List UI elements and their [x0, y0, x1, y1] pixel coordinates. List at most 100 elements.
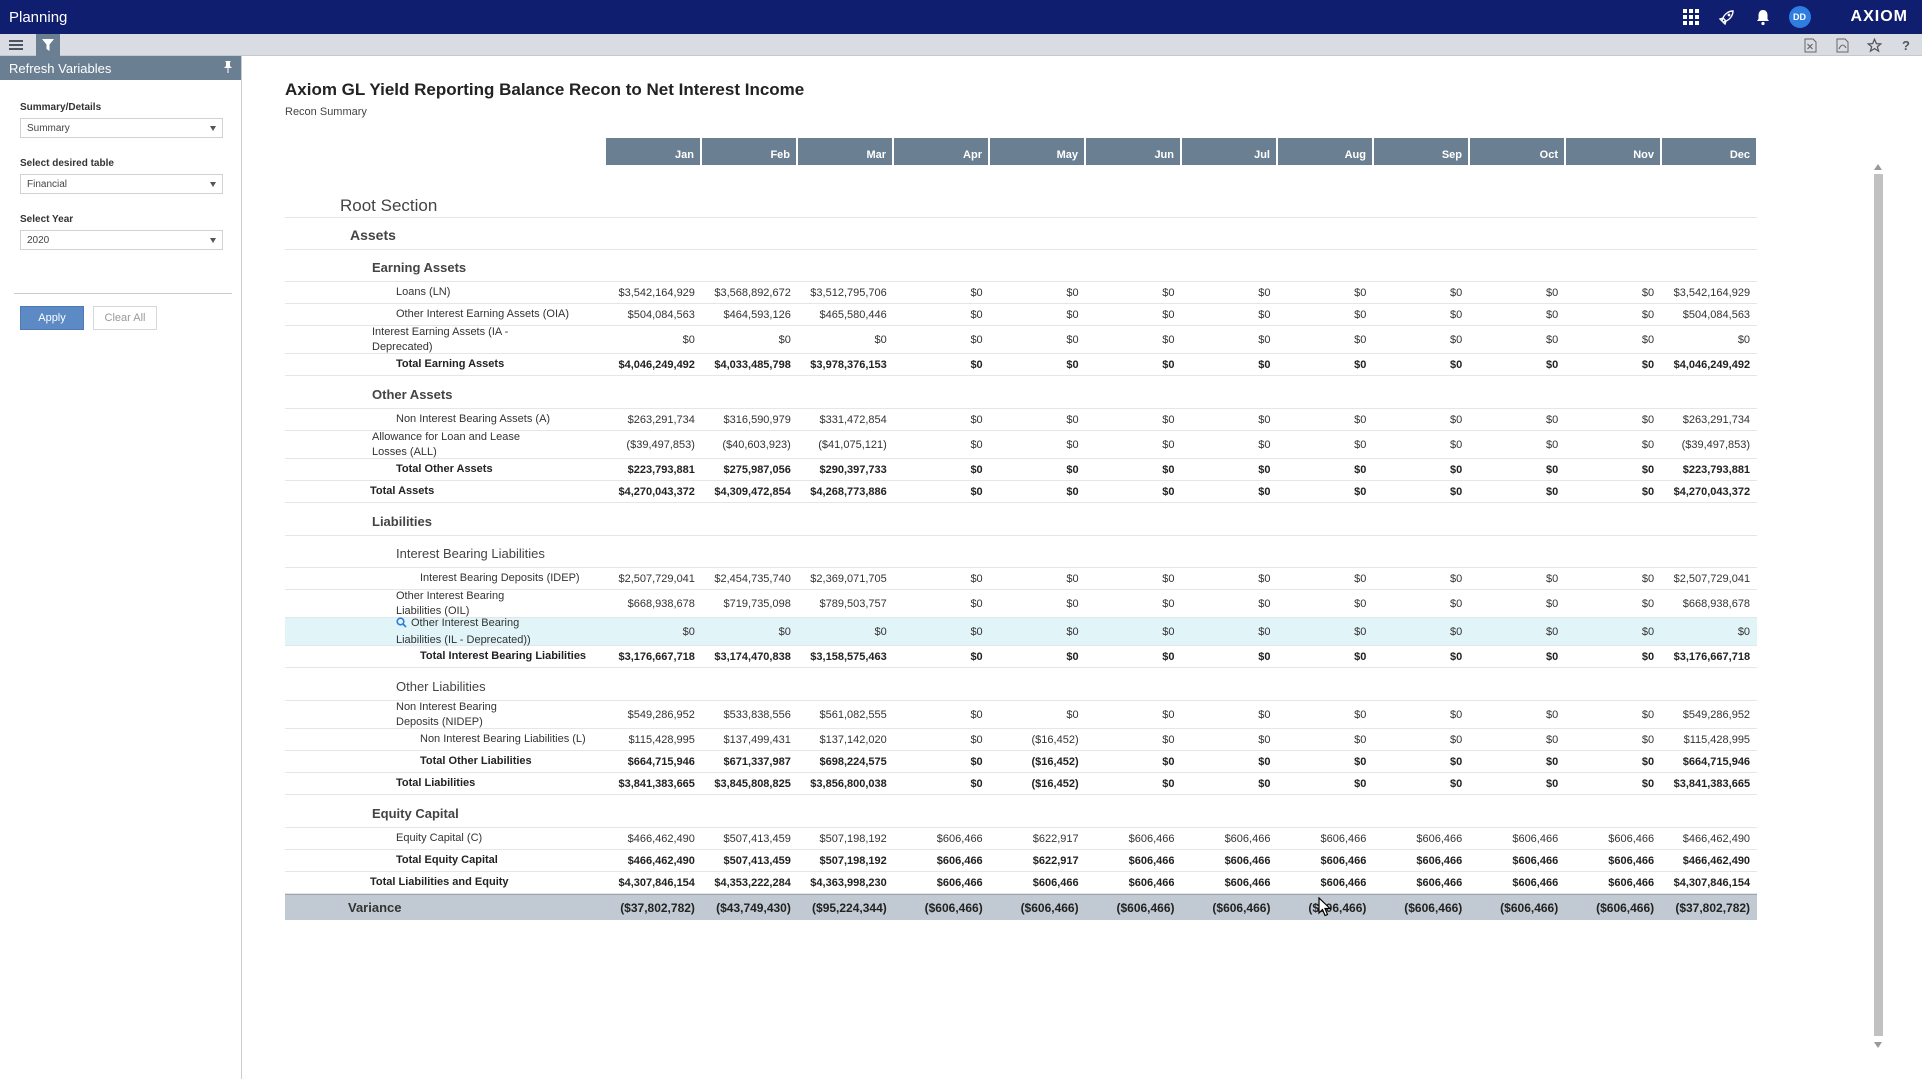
value-cell-may[interactable]: $622,917 — [1032, 854, 1079, 867]
value-cell-dec[interactable]: $2,507,729,041 — [1673, 572, 1751, 585]
value-cell-nov[interactable]: $0 — [1641, 733, 1655, 746]
value-cell-mar[interactable]: ($95,224,344) — [812, 900, 887, 915]
value-cell-aug[interactable]: $606,466 — [1320, 832, 1367, 845]
value-cell-nov[interactable]: $0 — [1641, 755, 1655, 768]
value-cell-jul[interactable]: $0 — [1258, 625, 1271, 638]
value-cell-mar[interactable]: $507,198,192 — [819, 854, 887, 867]
value-cell-feb[interactable]: $2,454,735,740 — [714, 572, 791, 585]
value-cell-jul[interactable]: $0 — [1258, 286, 1271, 299]
value-cell-may[interactable]: $0 — [1066, 650, 1079, 663]
value-cell-feb[interactable]: $507,413,459 — [723, 854, 791, 867]
value-cell-dec[interactable]: $664,715,946 — [1682, 755, 1751, 768]
value-cell-jul[interactable]: $0 — [1258, 597, 1271, 610]
value-cell-jul[interactable]: $0 — [1258, 333, 1271, 346]
value-cell-mar[interactable]: ($41,075,121) — [818, 438, 887, 451]
value-cell-jan[interactable]: ($37,802,782) — [620, 900, 695, 915]
table-row[interactable]: Interest Earning Assets (IA - Deprecated… — [285, 326, 1757, 354]
value-cell-nov[interactable]: $0 — [1641, 286, 1655, 299]
value-cell-oct[interactable]: $0 — [1545, 463, 1559, 476]
value-cell-aug[interactable]: $0 — [1354, 572, 1367, 585]
value-cell-aug[interactable]: $0 — [1354, 708, 1367, 721]
value-cell-feb[interactable]: $533,838,556 — [723, 708, 791, 721]
value-cell-nov[interactable]: $0 — [1641, 485, 1655, 498]
value-cell-sep[interactable]: $606,466 — [1416, 854, 1463, 867]
value-cell-dec[interactable]: $466,462,490 — [1682, 854, 1751, 867]
value-cell-dec[interactable]: $549,286,952 — [1682, 708, 1751, 721]
value-cell-apr[interactable]: $0 — [970, 708, 983, 721]
value-cell-nov[interactable]: $0 — [1641, 438, 1655, 451]
value-cell-mar[interactable]: $465,580,446 — [819, 308, 887, 321]
value-cell-may[interactable]: $0 — [1066, 413, 1079, 426]
value-cell-aug[interactable]: $606,466 — [1320, 854, 1367, 867]
value-cell-feb[interactable]: $316,590,979 — [723, 413, 791, 426]
value-cell-aug[interactable]: $0 — [1354, 333, 1367, 346]
value-cell-jul[interactable]: $0 — [1258, 308, 1271, 321]
value-cell-apr[interactable]: $0 — [970, 358, 983, 371]
value-cell-dec[interactable]: $0 — [1737, 625, 1751, 638]
value-cell-jan[interactable]: $3,542,164,929 — [618, 286, 695, 299]
value-cell-sep[interactable]: ($606,466) — [1404, 900, 1463, 915]
table-row[interactable]: Allowance for Loan and Lease Losses (ALL… — [285, 431, 1757, 459]
value-cell-jan[interactable]: $664,715,946 — [627, 755, 695, 768]
value-cell-sep[interactable]: $0 — [1450, 358, 1463, 371]
value-cell-jul[interactable]: $0 — [1258, 708, 1271, 721]
value-cell-jun[interactable]: $0 — [1162, 650, 1175, 663]
value-cell-jun[interactable]: $606,466 — [1128, 854, 1175, 867]
value-cell-aug[interactable]: $0 — [1354, 625, 1367, 638]
value-cell-dec[interactable]: $3,542,164,929 — [1673, 286, 1751, 299]
value-cell-nov[interactable]: $606,466 — [1608, 876, 1655, 889]
value-cell-oct[interactable]: $0 — [1545, 733, 1559, 746]
value-cell-feb[interactable]: $275,987,056 — [723, 463, 791, 476]
value-cell-may[interactable]: $0 — [1066, 438, 1079, 451]
value-cell-dec[interactable]: $504,084,563 — [1682, 308, 1751, 321]
value-cell-jan[interactable]: $263,291,734 — [627, 413, 695, 426]
value-cell-feb[interactable]: $4,033,485,798 — [714, 358, 791, 371]
value-cell-aug[interactable]: $0 — [1354, 485, 1367, 498]
pin-icon[interactable] — [223, 61, 233, 76]
value-cell-dec[interactable]: $4,046,249,492 — [1673, 358, 1751, 371]
value-cell-jun[interactable]: $0 — [1162, 438, 1175, 451]
value-cell-dec[interactable]: $4,307,846,154 — [1673, 876, 1751, 889]
value-cell-jan[interactable]: $223,793,881 — [627, 463, 695, 476]
value-cell-jul[interactable]: $606,466 — [1224, 832, 1271, 845]
value-cell-nov[interactable]: $606,466 — [1608, 854, 1655, 867]
value-cell-feb[interactable]: $0 — [778, 625, 791, 638]
excel-export-icon[interactable] — [1802, 37, 1818, 53]
value-cell-may[interactable]: $0 — [1066, 463, 1079, 476]
value-cell-feb[interactable]: $0 — [778, 333, 791, 346]
value-cell-dec[interactable]: ($39,497,853) — [1681, 438, 1751, 451]
value-cell-nov[interactable]: $0 — [1641, 597, 1655, 610]
value-cell-oct[interactable]: $0 — [1545, 438, 1559, 451]
value-cell-oct[interactable]: $0 — [1545, 413, 1559, 426]
value-cell-oct[interactable]: $0 — [1545, 650, 1559, 663]
value-cell-sep[interactable]: $0 — [1450, 650, 1463, 663]
value-cell-nov[interactable]: ($606,466) — [1596, 900, 1655, 915]
value-cell-nov[interactable]: $0 — [1641, 777, 1655, 790]
value-cell-jul[interactable]: $0 — [1258, 777, 1271, 790]
value-cell-apr[interactable]: ($606,466) — [924, 900, 983, 915]
value-cell-feb[interactable]: $464,593,126 — [723, 308, 791, 321]
value-cell-jun[interactable]: $0 — [1162, 755, 1175, 768]
value-cell-jan[interactable]: $3,841,383,665 — [618, 777, 695, 790]
value-cell-aug[interactable]: $0 — [1354, 733, 1367, 746]
table-row[interactable]: Non Interest Bearing Deposits (NIDEP) $54… — [285, 701, 1757, 729]
value-cell-apr[interactable]: $0 — [970, 572, 983, 585]
value-cell-may[interactable]: ($16,452) — [1031, 777, 1079, 790]
value-cell-jan[interactable]: $2,507,729,041 — [618, 572, 695, 585]
value-cell-jul[interactable]: $0 — [1258, 733, 1271, 746]
value-cell-apr[interactable]: $0 — [970, 438, 983, 451]
value-cell-jul[interactable]: $0 — [1258, 358, 1271, 371]
table-row[interactable]: Other Interest Bearing Liabilities (IL -… — [285, 617, 1757, 646]
value-cell-aug[interactable]: $606,466 — [1320, 876, 1367, 889]
table-row[interactable]: Equity Capital (C) $466,462,490 $507,413,4… — [285, 828, 1757, 850]
value-cell-aug[interactable]: $0 — [1354, 358, 1367, 371]
value-cell-jun[interactable]: $0 — [1162, 597, 1175, 610]
year-select[interactable]: 2020 — [20, 230, 223, 250]
value-cell-aug[interactable]: $0 — [1354, 650, 1367, 663]
value-cell-may[interactable]: $0 — [1066, 358, 1079, 371]
value-cell-may[interactable]: $0 — [1066, 597, 1079, 610]
value-cell-apr[interactable]: $0 — [970, 413, 983, 426]
value-cell-jan[interactable]: $549,286,952 — [627, 708, 695, 721]
value-cell-sep[interactable]: $0 — [1450, 308, 1463, 321]
value-cell-mar[interactable]: $290,397,733 — [819, 463, 887, 476]
